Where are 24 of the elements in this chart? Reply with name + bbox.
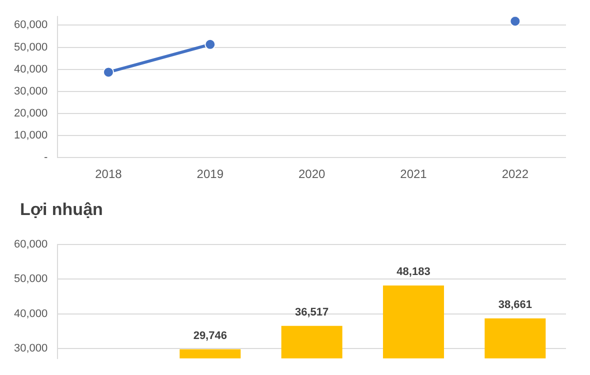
data-label: 36,517	[294, 306, 329, 318]
data-label: 38,661	[498, 298, 532, 311]
data-label: 48,183	[396, 266, 430, 278]
y-tick-label: 40,000	[14, 308, 48, 320]
x-tick-label: 2020	[298, 167, 326, 182]
point	[204, 38, 216, 50]
y-tick-label: 30,000	[14, 85, 48, 98]
y-tick-label: 20,000	[14, 108, 48, 120]
chart-title: Lợi nhuận	[20, 200, 103, 220]
x-tick-label: 2022	[502, 167, 529, 182]
y-tick-label: 60,000	[14, 238, 48, 251]
y-tick-label: 10,000	[14, 130, 48, 142]
y-tick-label: 50,000	[14, 273, 48, 286]
y-tick-label: 40,000	[14, 63, 48, 76]
x-tick-label: 2019	[196, 167, 224, 182]
x-tick-label: 2021	[400, 167, 428, 182]
point	[102, 66, 114, 78]
y-tick-label: -	[44, 152, 48, 164]
x-tick-label: 2018	[95, 167, 122, 182]
y-tick-label: 60,000	[14, 19, 48, 32]
point	[510, 16, 521, 27]
data-label: 29,746	[193, 330, 227, 342]
y-tick-label: 50,000	[14, 41, 48, 54]
y-tick-label: 30,000	[14, 342, 48, 354]
